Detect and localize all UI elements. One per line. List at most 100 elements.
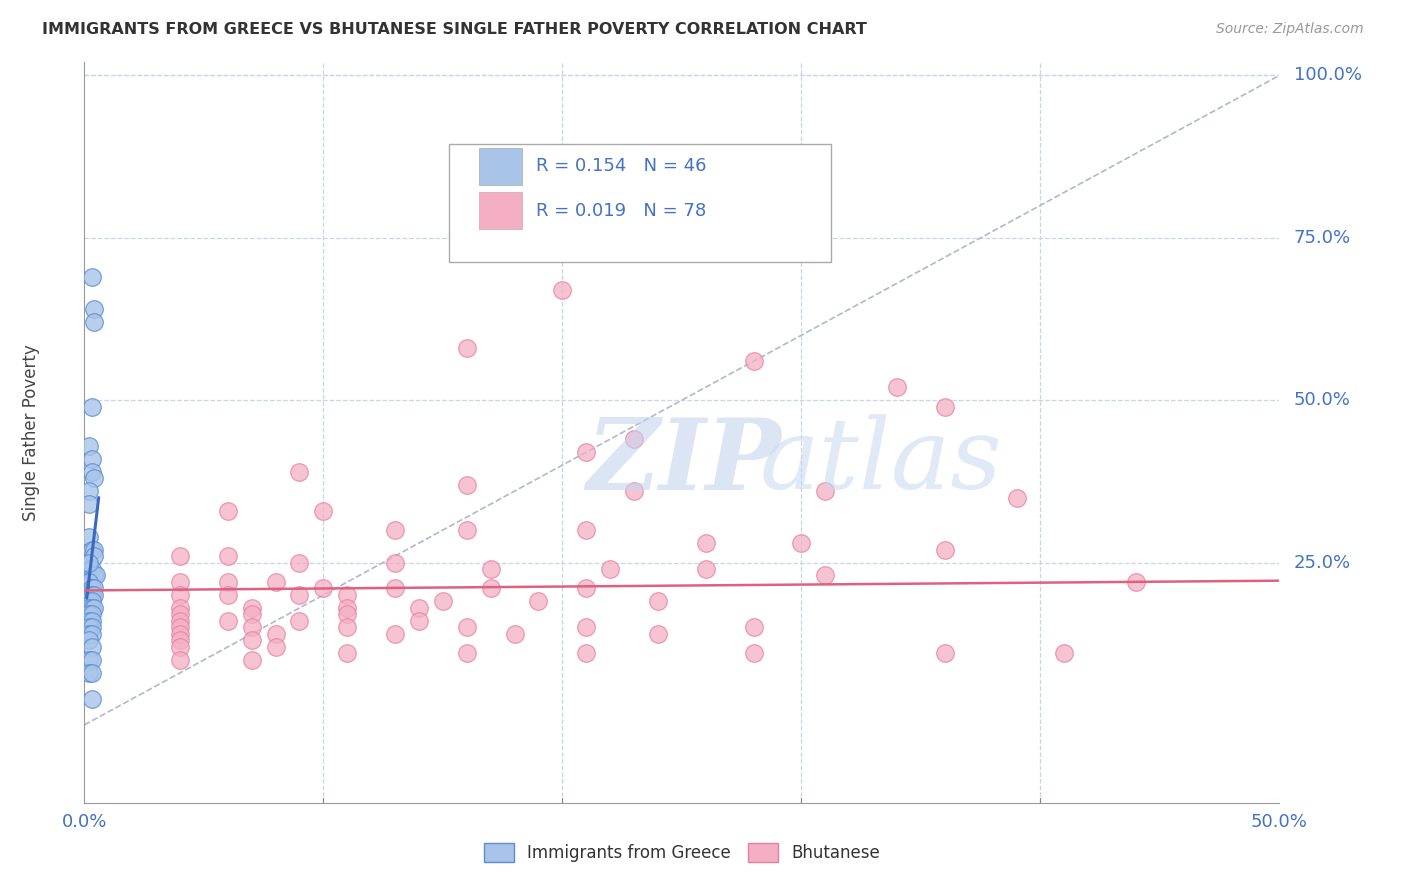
Point xyxy=(169,653,191,667)
Point xyxy=(80,269,103,284)
Text: Single Father Poverty: Single Father Poverty xyxy=(21,344,39,521)
Point xyxy=(217,588,239,602)
Point xyxy=(77,665,100,680)
Point xyxy=(83,582,105,596)
Point xyxy=(623,432,645,446)
Point xyxy=(264,627,287,641)
FancyBboxPatch shape xyxy=(449,144,831,262)
Point xyxy=(83,601,105,615)
Point xyxy=(742,647,765,661)
Text: 50.0%: 50.0% xyxy=(1251,813,1308,830)
Point xyxy=(790,536,813,550)
Point xyxy=(80,582,103,596)
Point xyxy=(80,588,103,602)
Point xyxy=(886,380,908,394)
Point xyxy=(77,607,100,622)
Legend: Immigrants from Greece, Bhutanese: Immigrants from Greece, Bhutanese xyxy=(477,836,887,869)
Point xyxy=(384,627,406,641)
Point xyxy=(77,594,100,608)
Point xyxy=(80,627,103,641)
Point xyxy=(77,484,100,499)
Point xyxy=(83,302,105,317)
Point xyxy=(479,562,502,576)
Point xyxy=(456,341,478,355)
Point xyxy=(83,471,105,485)
Point xyxy=(264,574,287,589)
Point xyxy=(80,582,103,596)
Text: 75.0%: 75.0% xyxy=(1294,228,1351,247)
Point xyxy=(217,503,239,517)
Point xyxy=(83,542,105,557)
Point xyxy=(288,556,311,570)
Point xyxy=(312,503,335,517)
Point xyxy=(432,594,454,608)
Point xyxy=(695,536,717,550)
Point xyxy=(217,549,239,563)
Text: 0.0%: 0.0% xyxy=(62,813,107,830)
Point xyxy=(80,653,103,667)
Point xyxy=(456,477,478,491)
Point xyxy=(1053,647,1076,661)
Point xyxy=(336,647,359,661)
Point xyxy=(217,614,239,628)
Point xyxy=(77,439,100,453)
Text: R = 0.019   N = 78: R = 0.019 N = 78 xyxy=(536,202,706,219)
Point xyxy=(479,582,502,596)
Text: R = 0.154   N = 46: R = 0.154 N = 46 xyxy=(536,157,707,175)
Point xyxy=(575,445,598,459)
Point xyxy=(599,562,621,576)
Point xyxy=(169,601,191,615)
Point xyxy=(814,484,837,499)
Point xyxy=(80,594,103,608)
Point xyxy=(77,562,100,576)
Point xyxy=(86,568,108,582)
Text: 25.0%: 25.0% xyxy=(1294,554,1351,572)
Point xyxy=(169,574,191,589)
Bar xyxy=(479,192,522,229)
Point xyxy=(169,588,191,602)
Point xyxy=(456,620,478,634)
Point xyxy=(80,607,103,622)
Point xyxy=(80,665,103,680)
Point xyxy=(80,400,103,414)
Point xyxy=(77,620,100,634)
Point xyxy=(1005,491,1028,505)
Point xyxy=(695,562,717,576)
Bar xyxy=(479,147,522,185)
Text: IMMIGRANTS FROM GREECE VS BHUTANESE SINGLE FATHER POVERTY CORRELATION CHART: IMMIGRANTS FROM GREECE VS BHUTANESE SING… xyxy=(42,22,868,37)
Point xyxy=(77,497,100,511)
Text: atlas: atlas xyxy=(759,415,1002,510)
Point xyxy=(240,633,263,648)
Point xyxy=(240,620,263,634)
Point xyxy=(695,166,717,180)
Point xyxy=(77,556,100,570)
Point xyxy=(83,568,105,582)
Point xyxy=(80,601,103,615)
Point xyxy=(551,283,574,297)
Point xyxy=(934,542,956,557)
Point xyxy=(1125,574,1147,589)
Point xyxy=(575,582,598,596)
Text: ZIP: ZIP xyxy=(586,414,782,510)
Point xyxy=(575,620,598,634)
Point xyxy=(742,620,765,634)
Point xyxy=(77,588,100,602)
Point xyxy=(80,451,103,466)
Point xyxy=(742,354,765,368)
Point xyxy=(77,529,100,543)
Point xyxy=(80,614,103,628)
Point xyxy=(336,588,359,602)
Point xyxy=(80,562,103,576)
Text: Source: ZipAtlas.com: Source: ZipAtlas.com xyxy=(1216,22,1364,37)
Point xyxy=(336,620,359,634)
Point xyxy=(80,542,103,557)
Point xyxy=(384,556,406,570)
Point xyxy=(384,582,406,596)
Point xyxy=(456,647,478,661)
Point xyxy=(456,523,478,537)
Point xyxy=(575,647,598,661)
Point xyxy=(934,400,956,414)
Point xyxy=(169,640,191,654)
Text: 100.0%: 100.0% xyxy=(1294,66,1362,85)
Point xyxy=(240,607,263,622)
